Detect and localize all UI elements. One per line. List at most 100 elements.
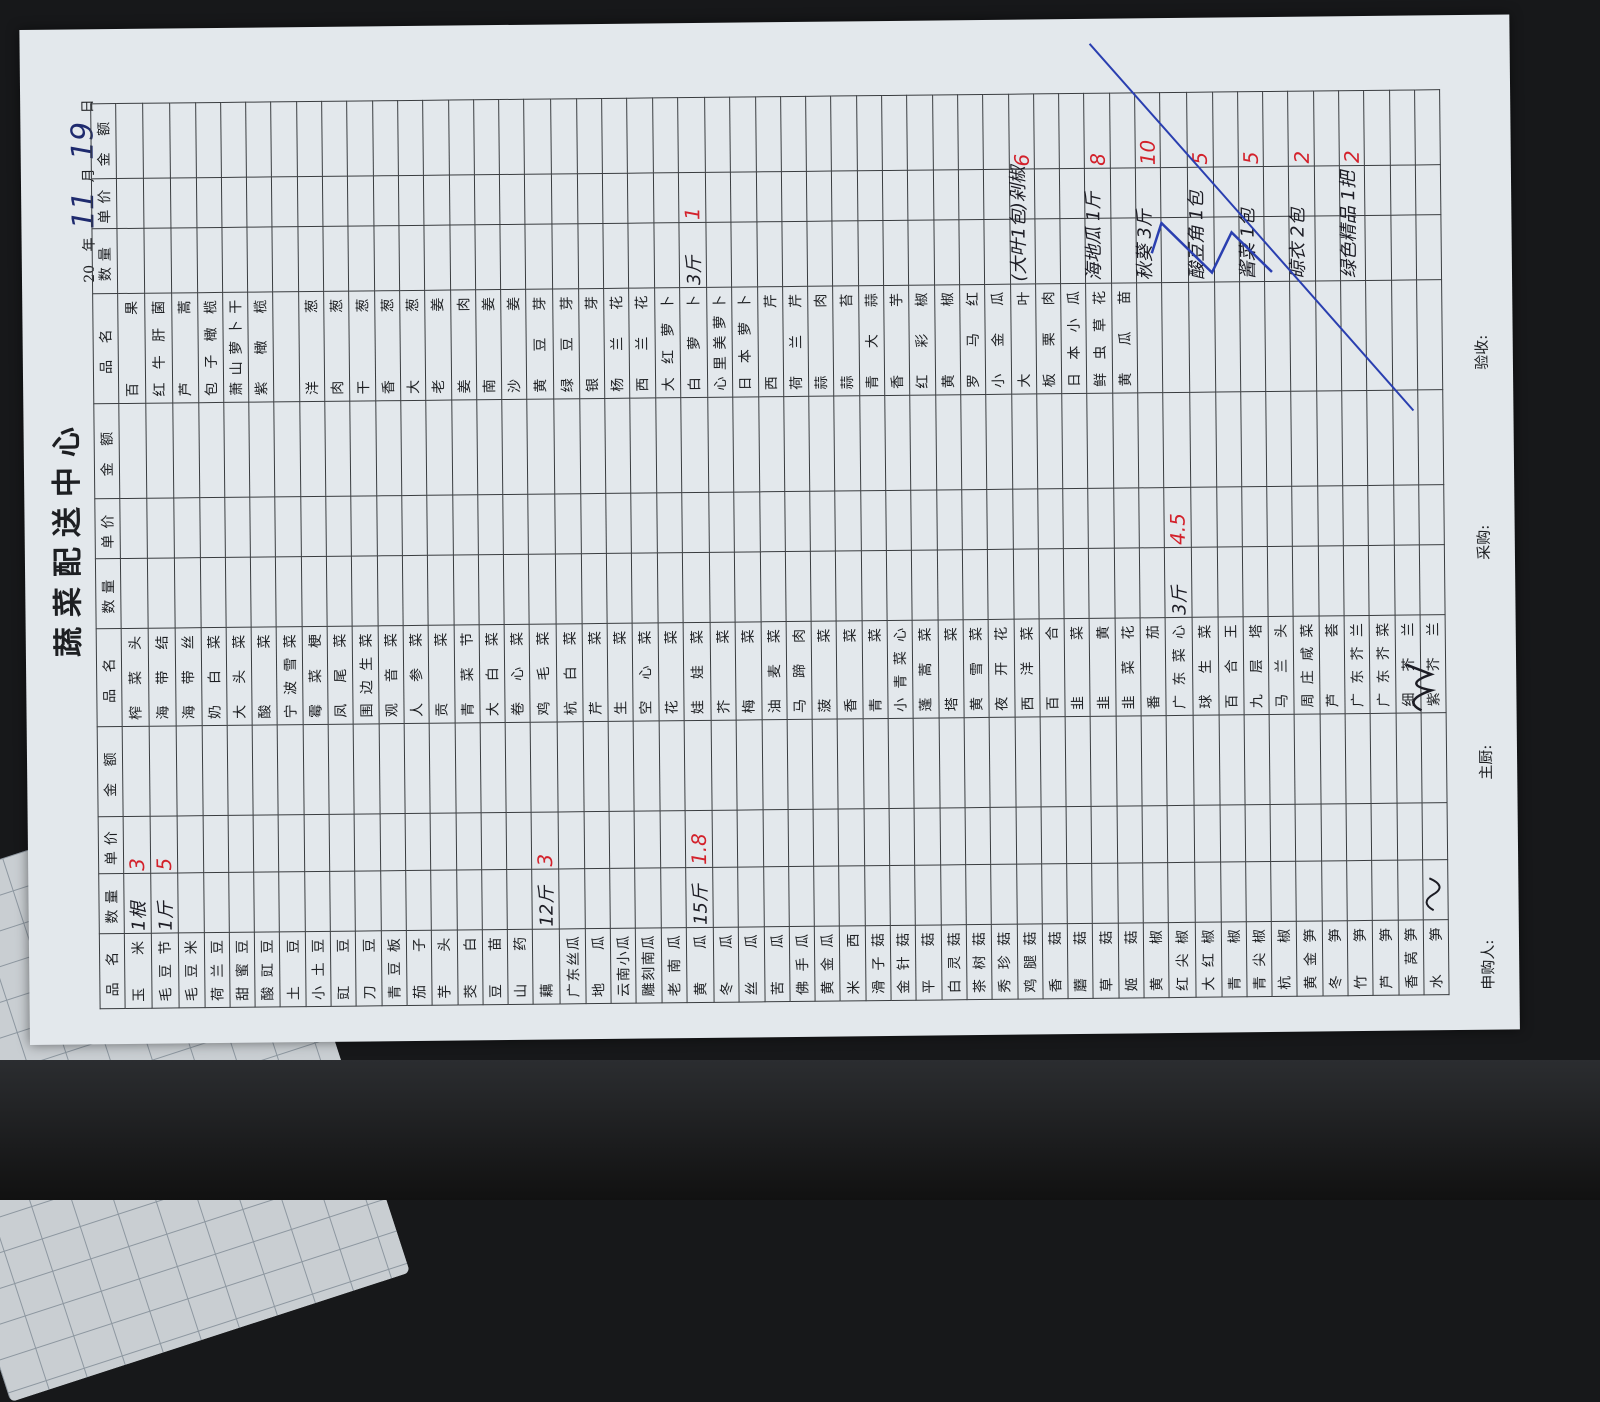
item-price-cell[interactable] xyxy=(1238,166,1265,217)
item-price-cell[interactable] xyxy=(784,491,811,552)
item-qty-cell[interactable] xyxy=(351,555,378,627)
item-price-cell[interactable] xyxy=(882,170,909,221)
item-amount-cell[interactable] xyxy=(1090,716,1117,807)
item-qty-cell[interactable] xyxy=(1066,863,1093,924)
item-amount-cell[interactable] xyxy=(964,717,991,808)
item-qty-cell[interactable] xyxy=(577,223,604,289)
item-qty-cell[interactable]: 3斤 xyxy=(1164,547,1193,618)
item-price-cell[interactable] xyxy=(1219,804,1246,863)
item-qty-cell[interactable] xyxy=(835,550,862,622)
item-qty-cell[interactable] xyxy=(1346,860,1373,921)
item-amount-cell[interactable] xyxy=(324,401,352,497)
item-price-cell[interactable] xyxy=(863,808,890,866)
item-qty-cell[interactable] xyxy=(452,554,479,626)
item-price-cell[interactable] xyxy=(551,173,578,224)
item-qty-cell[interactable] xyxy=(1296,860,1323,922)
item-price-cell[interactable] xyxy=(455,812,482,871)
item-price-cell[interactable] xyxy=(524,173,553,225)
item-price-cell[interactable] xyxy=(1317,485,1344,546)
item-amount-cell[interactable] xyxy=(1087,393,1114,489)
item-qty-cell[interactable] xyxy=(1142,862,1169,923)
item-qty-cell[interactable] xyxy=(581,553,608,624)
item-price-cell[interactable] xyxy=(733,491,760,553)
item-qty-cell[interactable] xyxy=(962,549,989,620)
item-qty-cell[interactable] xyxy=(788,866,815,927)
item-qty-cell[interactable] xyxy=(1422,859,1449,920)
item-qty-cell[interactable] xyxy=(609,868,636,929)
item-qty-cell[interactable] xyxy=(813,866,840,927)
item-qty-cell[interactable] xyxy=(1390,214,1417,281)
item-qty-cell[interactable] xyxy=(1245,861,1272,922)
item-amount-cell[interactable] xyxy=(1166,715,1195,806)
item-amount-cell[interactable] xyxy=(480,722,507,813)
item-price-cell[interactable] xyxy=(659,810,686,868)
item-qty-cell[interactable] xyxy=(1139,547,1166,618)
item-amount-cell[interactable] xyxy=(1414,89,1441,165)
item-qty-cell[interactable] xyxy=(832,220,859,287)
item-qty-cell[interactable] xyxy=(763,866,790,927)
item-price-cell[interactable] xyxy=(1135,167,1162,218)
item-qty-cell[interactable] xyxy=(1419,544,1446,615)
item-qty-cell[interactable] xyxy=(117,228,145,294)
item-price-cell[interactable] xyxy=(347,175,374,227)
item-qty-cell[interactable] xyxy=(628,222,655,289)
item-amount-cell[interactable] xyxy=(1313,90,1340,167)
item-price-cell[interactable] xyxy=(354,813,381,872)
item-amount-cell[interactable] xyxy=(1141,715,1168,806)
item-price-cell[interactable] xyxy=(474,174,501,225)
item-amount-cell[interactable] xyxy=(579,398,606,494)
item-amount-cell[interactable] xyxy=(732,396,760,493)
item-qty-cell[interactable] xyxy=(1220,861,1247,923)
item-price-cell[interactable] xyxy=(398,175,425,226)
item-qty-cell[interactable] xyxy=(1365,215,1392,281)
item-price-cell[interactable] xyxy=(737,809,764,868)
item-qty-cell[interactable] xyxy=(759,551,786,622)
item-qty-cell[interactable] xyxy=(304,871,331,932)
item-price-cell[interactable] xyxy=(889,808,915,866)
item-amount-cell[interactable] xyxy=(473,99,500,175)
item-amount-cell[interactable] xyxy=(169,102,197,178)
item-qty-cell[interactable] xyxy=(506,869,533,930)
item-price-cell[interactable] xyxy=(499,174,526,225)
item-amount-cell[interactable] xyxy=(1061,393,1089,489)
item-amount-cell[interactable] xyxy=(601,98,628,174)
item-amount-cell[interactable] xyxy=(1240,391,1267,487)
item-price-cell[interactable] xyxy=(809,491,836,552)
item-price-cell[interactable] xyxy=(116,178,145,229)
item-amount-cell[interactable] xyxy=(1389,89,1416,166)
item-amount-cell[interactable] xyxy=(321,101,348,177)
item-price-cell[interactable]: 1.8 xyxy=(685,810,713,868)
item-qty-cell[interactable] xyxy=(228,872,255,933)
item-amount-cell[interactable] xyxy=(451,399,478,496)
item-amount-cell[interactable] xyxy=(454,722,481,814)
item-price-cell[interactable] xyxy=(1421,802,1448,860)
item-qty-cell[interactable]: 海地瓜 1斤 xyxy=(1084,192,1112,284)
item-price-cell[interactable] xyxy=(914,807,941,866)
item-price-cell[interactable] xyxy=(705,172,732,223)
item-price-cell[interactable] xyxy=(147,497,175,559)
item-price-cell[interactable] xyxy=(430,813,457,871)
item-qty-cell[interactable] xyxy=(933,219,960,285)
item-price-cell[interactable] xyxy=(730,171,757,223)
item-amount-cell[interactable] xyxy=(296,101,323,177)
item-price-cell[interactable] xyxy=(1288,166,1315,217)
item-qty-cell[interactable] xyxy=(936,549,964,620)
item-qty-cell[interactable] xyxy=(279,871,306,932)
item-price-cell[interactable] xyxy=(452,494,479,556)
item-price-cell[interactable] xyxy=(379,813,406,871)
item-amount-cell[interactable] xyxy=(736,719,763,811)
item-qty-cell[interactable] xyxy=(1321,860,1348,921)
item-qty-cell[interactable] xyxy=(1088,548,1115,619)
item-price-cell[interactable] xyxy=(1008,168,1035,220)
item-qty-cell[interactable] xyxy=(1016,863,1043,925)
item-amount-cell[interactable] xyxy=(426,400,453,496)
item-qty-cell[interactable] xyxy=(602,223,629,289)
item-qty-cell[interactable] xyxy=(203,872,230,933)
item-qty-cell[interactable] xyxy=(1343,545,1370,616)
item-price-cell[interactable] xyxy=(932,169,959,220)
item-price-cell[interactable] xyxy=(1138,487,1165,548)
item-amount-cell[interactable] xyxy=(805,96,832,172)
item-qty-cell[interactable] xyxy=(987,549,1014,620)
item-amount-cell[interactable] xyxy=(146,402,175,499)
item-qty-cell[interactable] xyxy=(1041,863,1068,924)
